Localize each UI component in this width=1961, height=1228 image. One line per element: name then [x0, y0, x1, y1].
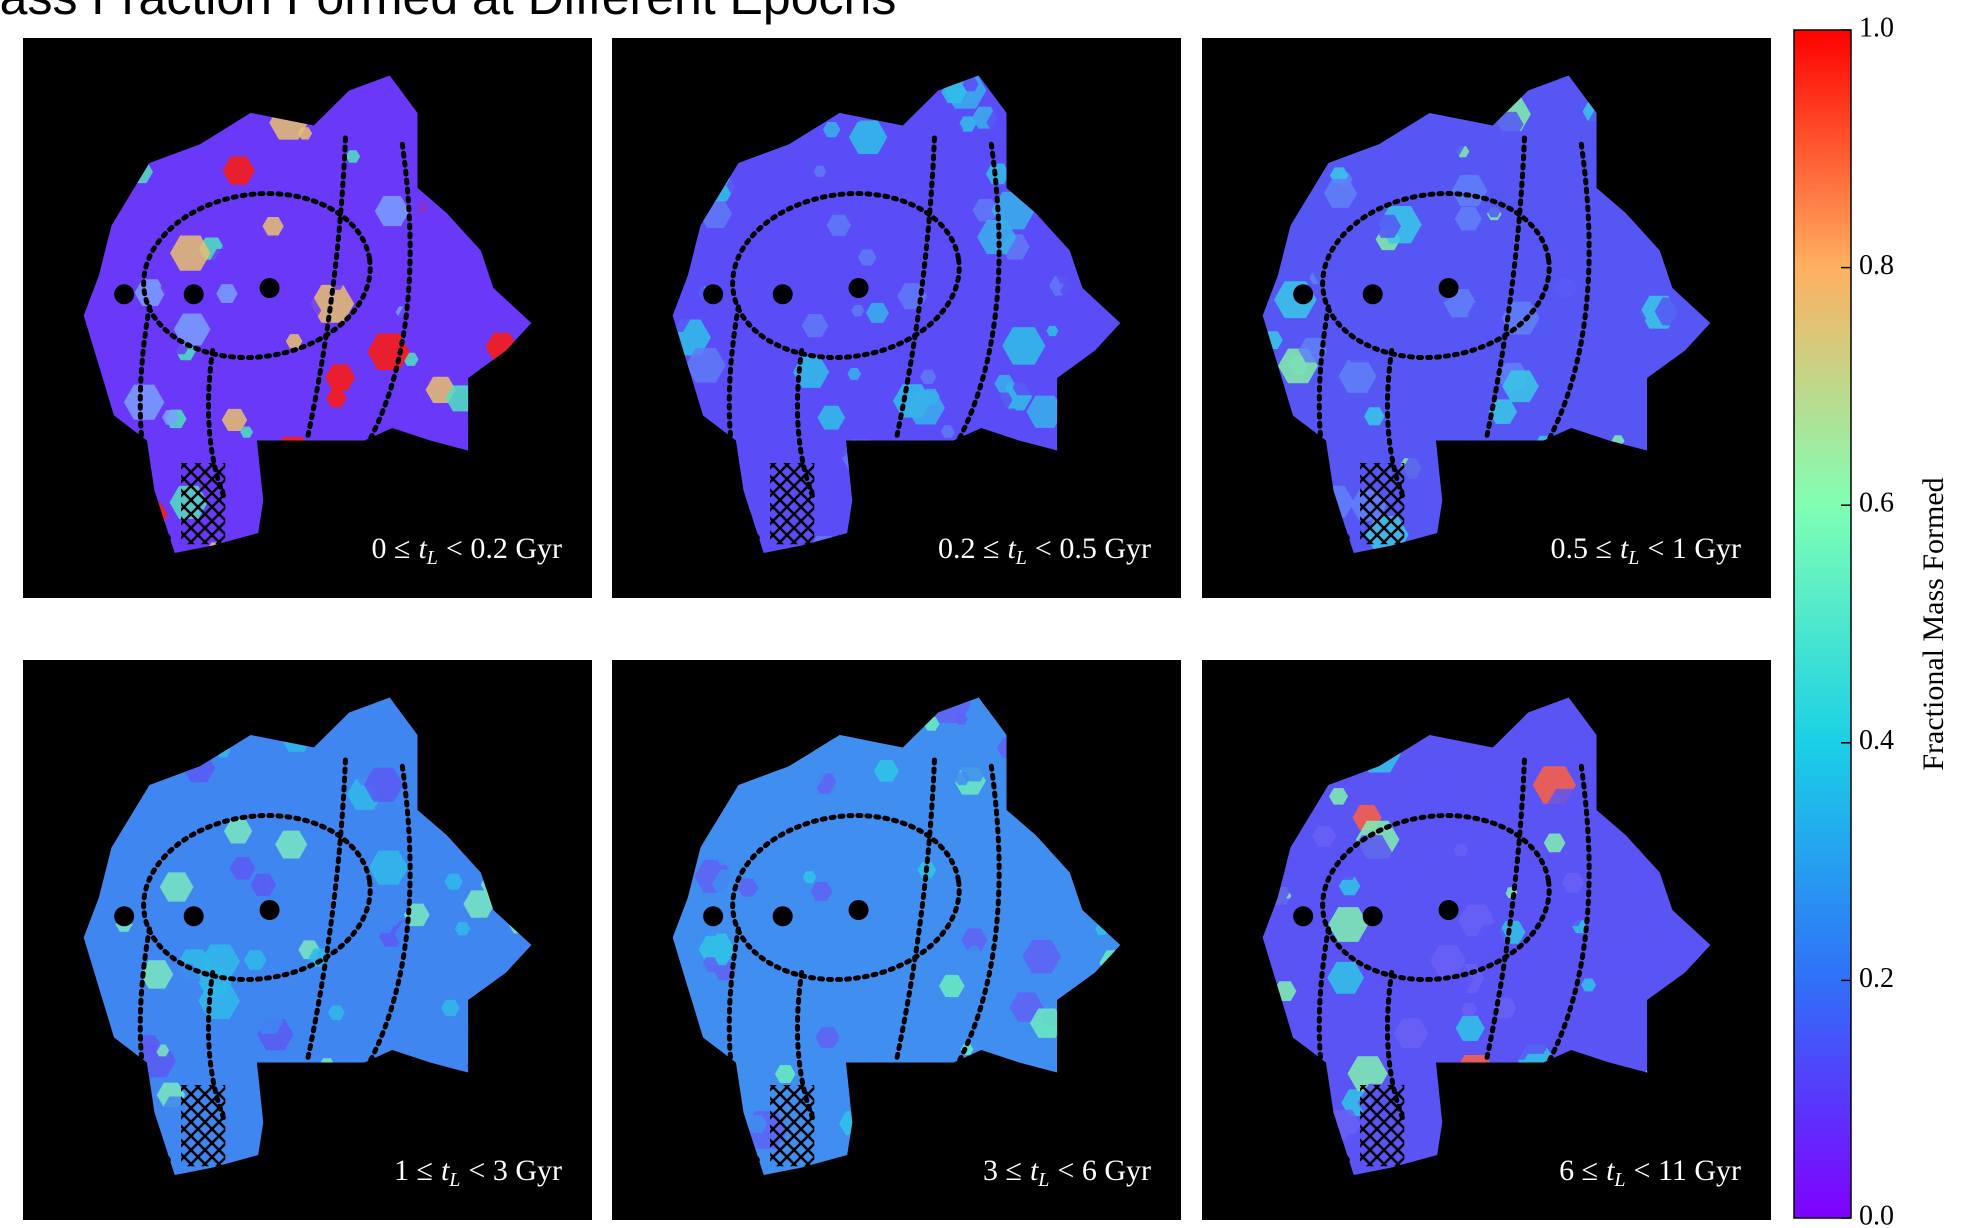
colorbar-tick-label: 0.8	[1859, 250, 1894, 281]
time-subscript: L	[426, 547, 438, 569]
figure: Mass Fraction Formed at Different Epochs…	[0, 0, 1961, 1228]
colorbar-tick-label: 0.6	[1859, 488, 1894, 519]
label-lower: 6 ≤	[1559, 1154, 1598, 1187]
mask-hole	[114, 284, 134, 304]
time-subscript: L	[1613, 1169, 1625, 1191]
map-panel: 0.5 ≤tL< 1 Gyr	[1202, 38, 1771, 598]
time-subscript: L	[1627, 547, 1639, 569]
label-lower: 0.2 ≤	[938, 532, 999, 565]
colorbar-label: Fractional Mass Formed	[1917, 477, 1950, 770]
label-upper: < 0.2 Gyr	[446, 532, 562, 565]
colorbar-tick-label: 0.4	[1859, 725, 1894, 756]
label-upper: < 11 Gyr	[1634, 1154, 1741, 1187]
mask-hole	[1293, 906, 1313, 926]
label-lower: 0.5 ≤	[1550, 532, 1611, 565]
label-lower: 0 ≤	[371, 532, 410, 565]
map-panel: 3 ≤tL< 6 Gyr	[612, 660, 1181, 1220]
panel-label: 3 ≤tL< 6 Gyr	[983, 1154, 1151, 1191]
map-panel: 0.2 ≤tL< 0.5 Gyr	[612, 38, 1181, 598]
mask-hole	[1363, 906, 1383, 926]
label-lower: 3 ≤	[983, 1154, 1022, 1187]
masked-region	[770, 1085, 814, 1166]
masked-region	[770, 463, 814, 544]
mask-hole	[1439, 900, 1459, 920]
mask-hole	[260, 278, 280, 298]
mask-hole	[1363, 284, 1383, 304]
label-lower: 1 ≤	[394, 1154, 433, 1187]
mask-hole	[114, 906, 134, 926]
mask-hole	[260, 900, 280, 920]
mask-hole	[849, 278, 869, 298]
map-panel: 6 ≤tL< 11 Gyr	[1202, 660, 1771, 1220]
mask-hole	[1293, 284, 1313, 304]
colorbar-tick-label: 0.0	[1859, 1200, 1894, 1228]
masked-region	[1360, 1085, 1404, 1166]
mask-hole	[773, 284, 793, 304]
mask-hole	[1439, 278, 1459, 298]
label-upper: < 1 Gyr	[1647, 532, 1741, 565]
colorbar	[1794, 30, 1851, 1218]
colorbar-tick-label: 0.2	[1859, 963, 1894, 994]
masked-region	[181, 1085, 225, 1166]
mask-hole	[703, 906, 723, 926]
panel-label: 0.2 ≤tL< 0.5 Gyr	[938, 532, 1151, 569]
time-subscript: L	[1037, 1169, 1049, 1191]
masked-region	[181, 463, 225, 544]
panel-label: 6 ≤tL< 11 Gyr	[1559, 1154, 1741, 1191]
mask-hole	[703, 284, 723, 304]
figure-title: Mass Fraction Formed at Different Epochs	[0, 0, 896, 25]
label-upper: < 6 Gyr	[1057, 1154, 1151, 1187]
colorbar-tick-label: 1.0	[1859, 12, 1894, 43]
label-upper: < 3 Gyr	[468, 1154, 562, 1187]
mask-hole	[184, 284, 204, 304]
panel-label: 0 ≤tL< 0.2 Gyr	[371, 532, 562, 569]
time-subscript: L	[1015, 547, 1027, 569]
masked-region	[1360, 463, 1404, 544]
map-panel: 0 ≤tL< 0.2 Gyr	[23, 38, 592, 598]
mask-hole	[773, 906, 793, 926]
panel-label: 1 ≤tL< 3 Gyr	[394, 1154, 562, 1191]
map-panel: 1 ≤tL< 3 Gyr	[23, 660, 592, 1220]
time-subscript: L	[448, 1169, 460, 1191]
label-upper: < 0.5 Gyr	[1035, 532, 1151, 565]
mask-hole	[849, 900, 869, 920]
mask-hole	[184, 906, 204, 926]
